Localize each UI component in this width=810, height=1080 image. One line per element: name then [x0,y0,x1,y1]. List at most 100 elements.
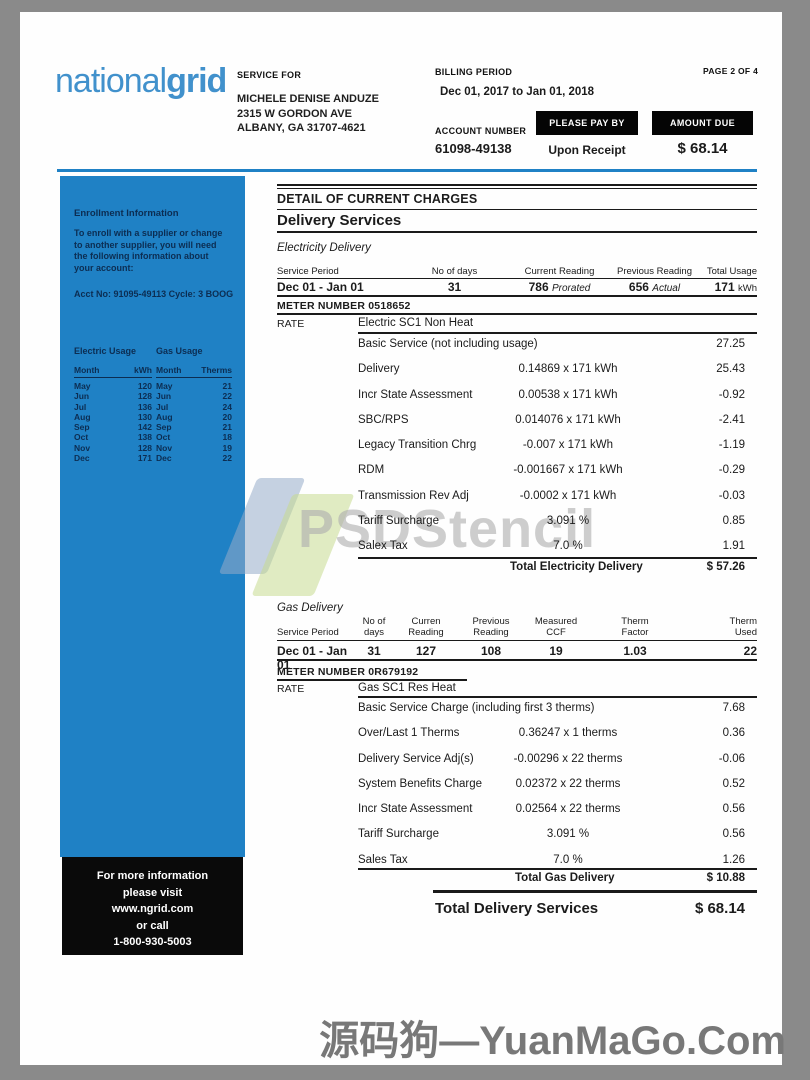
charge-calc: 0.014076 x 171 kWh [515,413,621,426]
divider [277,313,757,315]
enrollment-text: To enroll with a supplier or change to a… [74,228,223,273]
usage-month: Dec [156,453,172,464]
usage-row: Jun 22 [156,391,232,401]
charge-amount: 27.25 [716,338,745,350]
gas-col-header: Therm Factor [621,616,649,638]
usage-value: 128 [137,391,152,402]
psdstencil-watermark: PSDStencil [298,499,597,559]
electric-usage-title: Electric Usage [74,346,137,356]
divider [277,659,757,661]
charge-label: Transmission Rev Adj [358,489,469,502]
col-no-of-days: No of days [431,266,478,277]
info-line: or call [136,919,169,932]
usage-value: 22 [222,453,232,464]
gas-delivery-title: Gas Delivery [277,602,343,614]
charge-label: Salex Tax [358,540,408,553]
total-gas-amount: $ 10.88 [706,872,745,884]
charge-row: Incr State Assessment 0.02564 x 22 therm… [358,803,757,828]
charge-calc: 0.02564 x 22 therms [515,803,621,816]
usage-month: Jul [156,401,169,412]
divider [277,184,757,186]
charge-row: Basic Service Charge (including first 3 … [358,702,757,727]
usage-row: Dec 22 [156,453,232,463]
electric-total-usage: 171 kWh [714,280,757,294]
charge-amount: -0.29 [718,464,745,477]
account-number-value: 61098-49138 [435,141,512,156]
usage-row: Jul 24 [156,402,232,412]
col-previous-reading: Previous Reading [617,266,692,277]
usage-row: Nov 19 [156,443,232,453]
usage-month: Aug [74,411,91,422]
charge-amount: 25.43 [716,363,745,376]
charge-amount: 0.36 [722,727,745,740]
divider [277,231,757,233]
divider [277,295,757,297]
info-line: www.ngrid.com [111,903,194,915]
charge-calc: -0.001667 x 171 kWh [513,464,623,477]
charge-calc: 3.091 % [546,515,590,528]
usage-month: May [156,381,173,391]
usage-row: Oct 138 [74,432,152,442]
total-delivery-services-amount: $ 68.14 [694,900,745,917]
usage-row: Nov 128 [74,443,152,453]
usage-row: Oct 18 [156,432,232,442]
usage-value: 142 [137,422,152,433]
acct-no-label: Acct No: [74,289,112,299]
col-service-period: Service Period [277,266,339,277]
gas-usage-table: Gas Usage Month Therms May 21 Jun 22 [156,346,232,463]
charge-calc: 3.091 % [546,828,590,841]
usage-row: Sep 142 [74,422,152,432]
charge-label: Basic Service (not including usage) [358,338,538,350]
usage-row: Aug 130 [74,412,152,422]
total-electricity-amount: $ 57.26 [706,561,745,573]
charge-label: Incr State Assessment [358,388,473,401]
divider [358,696,757,698]
charge-amount: 0.52 [722,777,745,790]
usage-value: 21 [222,422,232,433]
charge-label: Delivery Service Adj(s) [358,752,474,765]
gas-cell: 1.03 [623,644,647,658]
gas-charges: Basic Service Charge (including first 3 … [358,702,757,879]
electric-charges: Basic Service (not including usage) 27.2… [358,338,757,566]
charge-row: Transmission Rev Adj -0.0002 x 171 kWh -… [358,490,757,515]
info-line: 1-800-930-5003 [113,936,192,948]
enrollment-account-line: Acct No: 91095-49113 Cycle: 3 BOOG [74,289,233,299]
logo-text-grid: grid [166,62,227,100]
charge-amount: 7.68 [722,702,745,714]
charge-row: RDM -0.001667 x 171 kWh -0.29 [358,464,757,489]
charge-row: Legacy Transition Chrg -0.007 x 171 kWh … [358,439,757,464]
charge-row: Over/Last 1 Therms 0.36247 x 1 therms 0.… [358,727,757,752]
usage-row: Jul 136 [74,402,152,412]
charge-calc: 0.02372 x 22 therms [515,777,621,790]
usage-value: 19 [222,442,232,453]
usage-month: Aug [156,411,173,422]
gas-usage-rows: May 21 Jun 22 Jul 24 Aug [156,381,232,463]
charge-amount: -0.06 [718,752,745,765]
page-indicator: PAGE 2 OF 4 [703,66,759,76]
gas-table-header: Service Period No of days Curren Reading P… [277,616,757,638]
usage-month: May [74,381,91,391]
service-address: MICHELE DENISE ANDUZE 2315 W GORDON AVE … [237,92,379,136]
charge-calc: 0.00538 x 171 kWh [518,388,618,401]
gas-meter-number: METER NUMBER 0R679192 [277,666,419,678]
billing-period-value: Dec 01, 2017 to Jan 01, 2018 [440,86,595,98]
usage-month: Jun [74,391,90,402]
delivery-services-title: Delivery Services [277,212,402,229]
charge-label: RDM [358,464,385,477]
charge-row: Delivery Service Adj(s) -0.00296 x 22 th… [358,753,757,778]
charge-amount: 1.26 [722,853,745,866]
gas-cell: Dec 01 - Jan 01 [277,644,348,672]
electric-usage-table: Electric Usage Month kWh May 120 Jun 128 [74,346,152,463]
charge-label: Tariff Surcharge [358,828,439,841]
charge-label: System Benefits Charge [358,777,483,790]
charge-label: Over/Last 1 Therms [358,727,460,740]
yuanmago-watermark: 源码狗—YuanMaGo.Com [319,1019,786,1063]
divider [358,332,757,334]
customer-name: MICHELE DENISE ANDUZE [237,93,379,105]
cycle-value: 3 BOOG [198,289,234,299]
charge-row: Basic Service (not including usage) 27.2… [358,338,757,363]
usage-value: 22 [222,391,232,402]
gas-col-header: Service Period [277,627,339,638]
usage-value: 120 [137,381,152,391]
usage-value: 24 [222,401,232,412]
